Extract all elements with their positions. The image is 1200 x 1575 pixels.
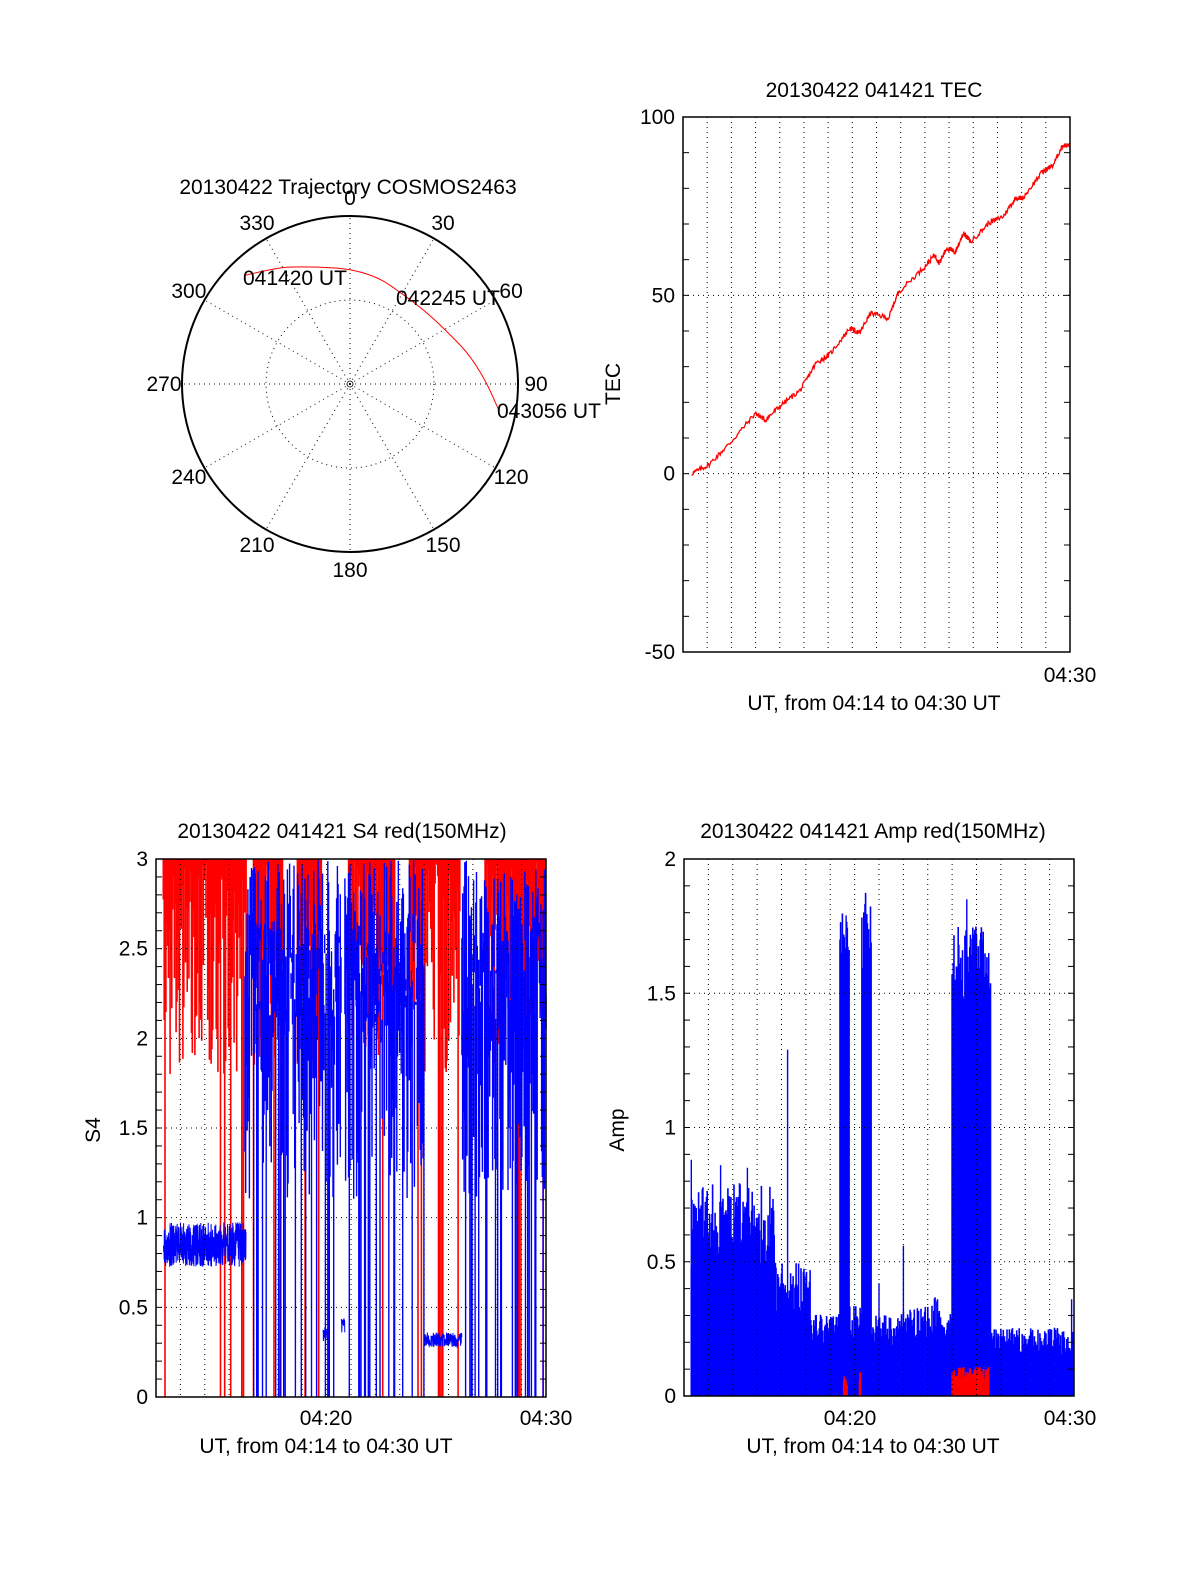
- polar-angle-label: 300: [171, 280, 206, 303]
- amp-y-label: Amp: [606, 1108, 629, 1151]
- tec-grid: [683, 116, 1070, 653]
- amp-frame: [683, 858, 1075, 1397]
- polar-angle-label: 30: [431, 212, 454, 235]
- s4-y-tick-label: 0: [136, 1386, 148, 1409]
- s4-frame: [155, 858, 547, 1398]
- polar-angle-label: 330: [239, 212, 274, 235]
- polar-spoke: [204, 299, 351, 385]
- s4-y-tick-labels: 0 0.5 1 1.5 2 2.5 3: [119, 848, 148, 1409]
- amp-x-tick-0420: 04:20: [824, 1407, 877, 1430]
- s4-y-tick-label: 1.5: [119, 1117, 148, 1140]
- s4-y-tick-label: 2: [136, 1027, 148, 1050]
- tec-y-tick-label: 100: [640, 106, 675, 129]
- amp-x-tick-0430: 04:30: [1044, 1407, 1097, 1430]
- tec-y-label: TEC: [602, 363, 625, 405]
- tec-x-label: UT, from 04:14 to 04:30 UT: [747, 692, 1000, 715]
- amp-x-label: UT, from 04:14 to 04:30 UT: [746, 1435, 999, 1458]
- s4-y-tick-label: 0.5: [119, 1296, 148, 1319]
- s4-x-label: UT, from 04:14 to 04:30 UT: [199, 1435, 452, 1458]
- amp-y-tick-label: 0.5: [647, 1251, 676, 1274]
- polar-angle-label: 150: [425, 534, 460, 557]
- amp-y-tick-label: 1: [664, 1117, 676, 1140]
- amp-y-tick-label: 0: [664, 1385, 676, 1408]
- amp-red-series: [842, 1367, 990, 1396]
- tec-y-tick-label: 0: [663, 463, 675, 486]
- polar-title: 20130422 Trajectory COSMOS2463: [179, 176, 516, 199]
- polar-center-mark: [346, 380, 354, 388]
- trajectory-line: [244, 266, 500, 411]
- polar-angle-label: 60: [499, 280, 522, 303]
- polar-angle-label: 210: [239, 534, 274, 557]
- trajectory-start-label: 041420 UT: [243, 267, 347, 290]
- amp-y-tick-labels: 0 0.5 1 1.5 2: [647, 848, 676, 1408]
- polar-spoke: [349, 383, 435, 530]
- polar-spoke: [265, 238, 351, 385]
- s4-series: [162, 859, 547, 1397]
- polar-angle-label: 90: [524, 373, 547, 396]
- polar-spoke: [349, 383, 496, 469]
- s4-y-label: S4: [82, 1117, 105, 1143]
- polar-spoke: [204, 383, 351, 469]
- s4-chart: 20130422 041421 S4 red(150MHz) 0 0.5 1 1.5 2…: [82, 820, 572, 1458]
- s4-x-tick-0430: 04:30: [520, 1407, 573, 1430]
- polar-spoke: [349, 238, 435, 385]
- s4-blue-quiet: [340, 1318, 346, 1333]
- polar-angle-label: 240: [171, 466, 206, 489]
- tec-chart: 20130422 041421 TEC -50 0 50 100 04:30 UT, …: [602, 79, 1096, 715]
- s4-y-tick-label: 2.5: [119, 938, 148, 961]
- tec-title: 20130422 041421 TEC: [766, 79, 983, 102]
- amp-chart: 20130422 041421 Amp red(150MHz) 0 0.5 1 1.5…: [606, 820, 1096, 1458]
- tec-x-tick-label: 04:30: [1044, 664, 1097, 687]
- s4-title: 20130422 041421 S4 red(150MHz): [177, 820, 506, 843]
- s4-blue-quiet: [423, 1332, 463, 1349]
- amp-blue-series: [690, 892, 1075, 1396]
- polar-angle-label: 180: [332, 559, 367, 582]
- amp-y-tick-label: 1.5: [647, 982, 676, 1005]
- s4-blue-disturbed: [244, 860, 547, 1397]
- polar-trajectory-chart: 20130422 Trajectory COSMOS2463 0 30 60 90 12…: [146, 176, 601, 582]
- polar-angle-label: 0: [344, 187, 356, 210]
- tec-y-tick-label: 50: [652, 284, 675, 307]
- amp-y-tick-label: 2: [664, 848, 676, 871]
- polar-angle-label: 270: [146, 373, 181, 396]
- trajectory-mid-label: 042245 UT: [396, 287, 500, 310]
- polar-angle-labels: 0 30 60 90 120 150 180 210 240 270 300 330: [146, 187, 547, 582]
- tec-frame: [682, 116, 1071, 653]
- s4-blue-quiet: [322, 1327, 329, 1341]
- polar-outer-circle: [181, 215, 519, 553]
- amp-series: [690, 892, 1075, 1396]
- tec-line: [691, 141, 1071, 476]
- s4-y-tick-label: 1: [136, 1207, 148, 1230]
- trajectory-end-label: 043056 UT: [497, 400, 601, 423]
- s4-x-tick-0420: 04:20: [300, 1407, 353, 1430]
- s4-y-tick-label: 3: [136, 848, 148, 871]
- amp-title: 20130422 041421 Amp red(150MHz): [700, 820, 1046, 843]
- polar-ring: [265, 299, 435, 469]
- polar-angle-label: 120: [494, 466, 529, 489]
- polar-spoke: [349, 299, 496, 385]
- polar-grid: [181, 215, 519, 553]
- tec-y-tick-label: -50: [645, 641, 675, 664]
- tec-y-tick-labels: -50 0 50 100: [640, 106, 675, 664]
